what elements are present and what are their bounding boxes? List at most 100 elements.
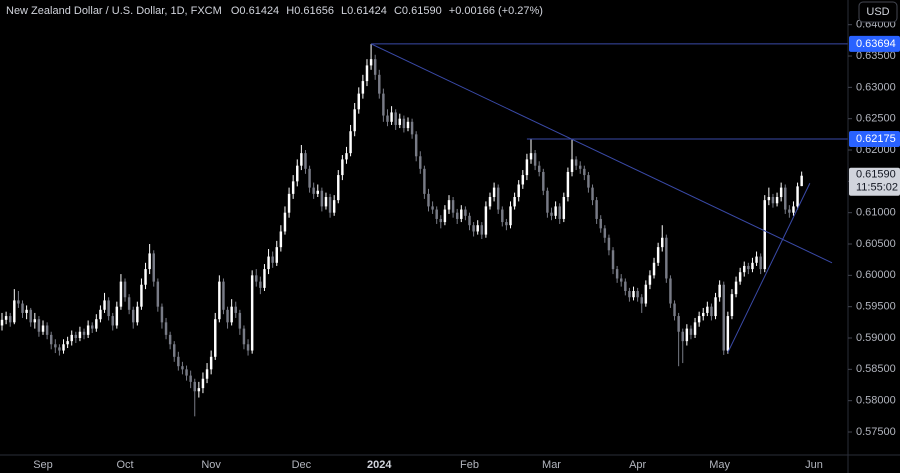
candle-body xyxy=(4,316,8,320)
candle-body xyxy=(566,171,570,198)
candle-body xyxy=(767,197,771,201)
y-tick-label: 0.59500 xyxy=(856,301,896,313)
candle-body xyxy=(37,319,41,332)
candle-body xyxy=(246,344,250,351)
plot-area xyxy=(0,43,848,417)
candle-body xyxy=(103,300,106,310)
candle-body xyxy=(29,309,32,323)
currency-label[interactable]: USD xyxy=(866,6,889,18)
candle-body xyxy=(583,168,586,176)
x-tick-label: Jun xyxy=(805,459,823,471)
candle-body xyxy=(558,206,561,219)
candle-body xyxy=(8,316,12,323)
candle-body xyxy=(373,59,377,75)
candle-body xyxy=(734,281,738,295)
candle-body xyxy=(574,159,578,166)
candle-body xyxy=(287,193,291,213)
candle-body xyxy=(505,222,508,226)
candle-body xyxy=(656,247,660,263)
candle-body xyxy=(587,175,590,188)
candle-body xyxy=(554,206,557,216)
candle-body xyxy=(591,187,594,201)
candle-body xyxy=(238,312,242,329)
candle-body xyxy=(259,281,262,288)
level-label: 0.62175 xyxy=(856,133,896,145)
currency-button[interactable] xyxy=(858,1,898,23)
candle-body xyxy=(226,309,229,323)
candle-body xyxy=(501,209,504,223)
candle-body xyxy=(127,297,131,310)
candle-body xyxy=(677,316,680,332)
candle-body xyxy=(324,197,328,207)
trendline xyxy=(727,183,811,353)
candle-body xyxy=(652,262,656,276)
candle-body xyxy=(624,281,627,292)
candle-body xyxy=(66,341,69,345)
x-tick-label: Sep xyxy=(33,459,53,471)
candle-body xyxy=(410,121,414,135)
y-tick-label: 0.58000 xyxy=(856,395,896,407)
candle-body xyxy=(509,206,512,226)
candle-body xyxy=(496,187,500,210)
countdown: 11:55:02 xyxy=(856,182,898,194)
candle-body xyxy=(361,81,365,94)
candle-body xyxy=(468,215,471,226)
candle-body xyxy=(70,334,73,342)
candle-body xyxy=(628,291,631,298)
candle-body xyxy=(296,165,299,182)
candle-body xyxy=(747,265,750,270)
candle-body xyxy=(431,206,434,210)
x-tick-label: May xyxy=(709,459,730,471)
candle-body xyxy=(492,187,496,198)
candle-body xyxy=(218,281,221,320)
candle-body xyxy=(796,186,799,207)
candle-body xyxy=(443,209,447,223)
candle-body xyxy=(95,319,98,329)
candle-body xyxy=(689,328,693,335)
candle-body xyxy=(414,134,418,157)
candle-body xyxy=(726,316,730,351)
candle-body xyxy=(152,253,155,282)
candle-body xyxy=(386,115,389,122)
candle-body xyxy=(337,175,340,201)
candle-body xyxy=(427,193,430,207)
candle-body xyxy=(0,319,4,326)
candle-body xyxy=(779,187,783,198)
candle-body xyxy=(578,165,582,169)
candle-body xyxy=(472,225,475,232)
candle-body xyxy=(345,153,348,160)
candle-body xyxy=(599,218,602,229)
candle-body xyxy=(156,281,160,307)
candle-body xyxy=(419,156,422,169)
y-tick-label: 0.57500 xyxy=(856,426,896,438)
candle-body xyxy=(230,306,233,323)
candle-body xyxy=(537,165,541,172)
candle-body xyxy=(771,197,775,204)
y-tick-label: 0.61000 xyxy=(856,207,896,219)
open: O0.61424 xyxy=(231,5,279,17)
candle-body xyxy=(33,319,37,323)
candle-body xyxy=(595,200,598,219)
candle-body xyxy=(86,325,90,335)
candle-body xyxy=(788,209,791,213)
candle-body xyxy=(119,281,123,307)
candle-body xyxy=(54,344,57,348)
candle-body xyxy=(365,65,369,82)
level-label: 0.63694 xyxy=(856,38,896,50)
candle-body xyxy=(312,187,315,194)
candle-body xyxy=(164,322,168,335)
candle-body xyxy=(136,306,139,323)
candle-body xyxy=(394,112,397,125)
candle-body xyxy=(533,153,537,166)
candle-body xyxy=(673,303,676,317)
candle-body xyxy=(111,316,114,326)
candle-body xyxy=(714,297,717,317)
candle-body xyxy=(90,325,94,329)
y-tick-label: 0.62500 xyxy=(856,113,896,125)
candle-body xyxy=(275,247,278,263)
candle-body xyxy=(661,237,664,248)
candle-body xyxy=(402,118,406,129)
candle-body xyxy=(185,369,188,376)
candle-body xyxy=(460,209,463,219)
